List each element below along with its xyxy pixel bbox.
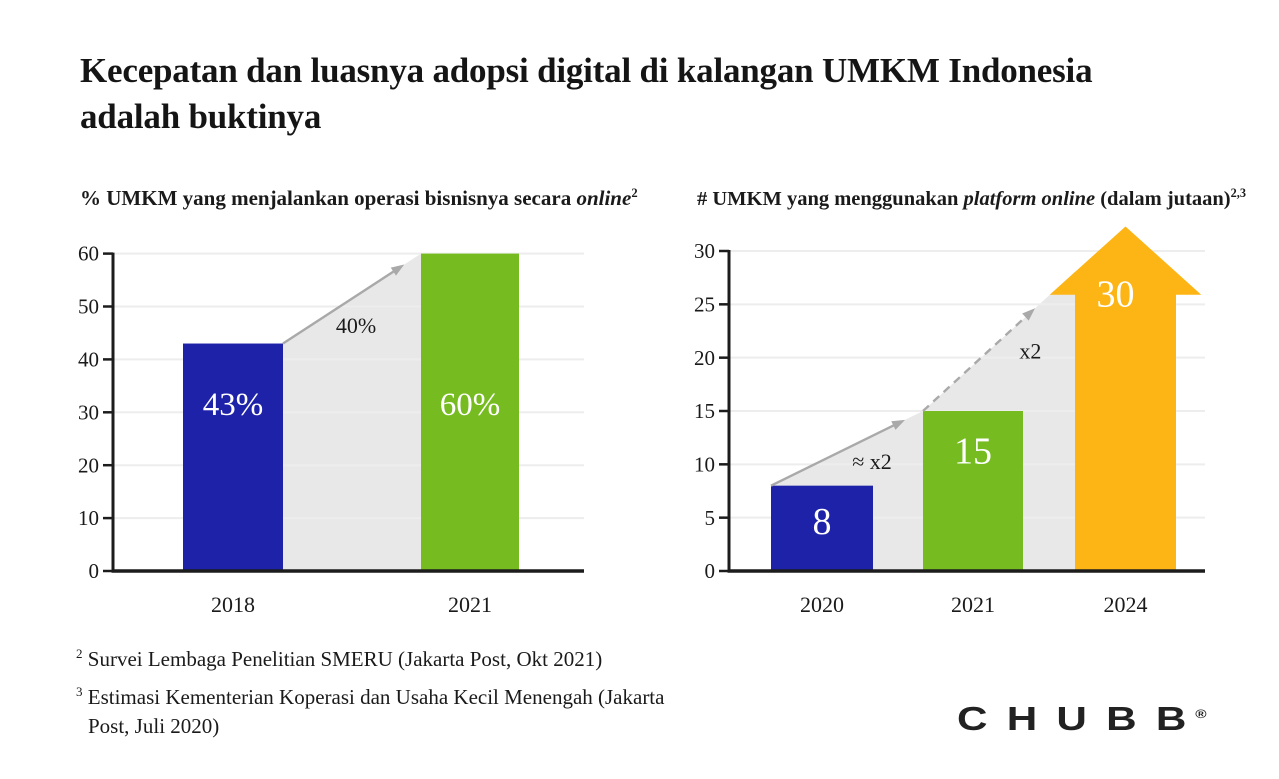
bar-chart-umkm-platform-online-millions: 8 15 30 0 5 10 15 20 25 30 ≈ x2 x2 2020 2021 2024 (694, 226, 1205, 617)
svg-text:50: 50 (78, 295, 99, 319)
footnote-2-text: Survei Lembaga Penelitian SMERU (Jakarta… (87, 647, 603, 671)
svg-text:60%: 60% (440, 387, 501, 423)
svg-text:≈ x2: ≈ x2 (852, 449, 892, 474)
svg-text:20: 20 (694, 346, 715, 370)
chart-title-left: % UMKM yang menjalankan operasi bisnisny… (80, 186, 638, 211)
footnote-3: 3 Estimasi Kementerian Koperasi dan Usah… (76, 683, 688, 740)
chart-title-right: # UMKM yang menggunakan platform online … (697, 186, 1246, 211)
page-title-line2: adalah buktinya (80, 97, 322, 137)
svg-text:2018: 2018 (211, 592, 255, 617)
footnote-2-marker: 2 (76, 646, 83, 661)
chubb-logo-text: CHUBB (957, 700, 1206, 737)
svg-text:10: 10 (78, 506, 99, 530)
footnote-3-text: Estimasi Kementerian Koperasi dan Usaha … (87, 685, 665, 738)
svg-text:30: 30 (1097, 274, 1135, 316)
footnote-2: 2 Survei Lembaga Penelitian SMERU (Jakar… (76, 645, 688, 673)
svg-text:43%: 43% (203, 387, 264, 423)
chubb-logo: CHUBB® (957, 700, 1207, 738)
svg-text:15: 15 (694, 399, 715, 423)
chart-title-right-suffix: (dalam jutaan) (1095, 187, 1231, 210)
svg-text:10: 10 (694, 452, 715, 476)
svg-text:40%: 40% (336, 313, 376, 338)
svg-text:15: 15 (954, 430, 992, 472)
page-title: Kecepatan dan luasnya adopsi digital di … (80, 48, 1093, 140)
chart-title-left-footnote-ref: 2 (631, 186, 638, 200)
bar-chart-umkm-online-percent: 43% 60% 0 10 20 30 40 50 60 40% 2018 2021 (78, 242, 584, 617)
footnotes: 2 Survei Lembaga Penelitian SMERU (Jakar… (76, 645, 688, 750)
chart-title-right-text: # UMKM yang menggunakan (697, 187, 964, 210)
chart-title-right-italic: platform online (963, 187, 1096, 210)
chart-title-left-text: % UMKM yang menjalankan operasi bisnisny… (80, 186, 577, 210)
page-title-line1: Kecepatan dan luasnya adopsi digital di … (80, 51, 1093, 90)
svg-text:2021: 2021 (448, 592, 492, 617)
svg-text:30: 30 (694, 239, 715, 263)
svg-text:2024: 2024 (1104, 592, 1148, 617)
svg-text:25: 25 (694, 292, 715, 316)
svg-text:8: 8 (813, 501, 832, 543)
chart-title-right-footnote-ref: 2,3 (1230, 186, 1247, 200)
footnote-3-marker: 3 (76, 684, 83, 700)
svg-text:2021: 2021 (951, 592, 995, 617)
svg-text:30: 30 (78, 400, 99, 424)
svg-text:0: 0 (89, 559, 100, 583)
svg-text:40: 40 (78, 348, 99, 372)
svg-text:60: 60 (78, 242, 99, 266)
registered-trademark-icon: ® (1195, 707, 1207, 721)
svg-text:5: 5 (705, 506, 716, 530)
svg-text:2020: 2020 (800, 592, 844, 617)
svg-text:0: 0 (705, 559, 716, 583)
chart-title-left-italic: online (576, 186, 632, 210)
svg-text:x2: x2 (1019, 338, 1041, 363)
svg-text:20: 20 (78, 453, 99, 477)
